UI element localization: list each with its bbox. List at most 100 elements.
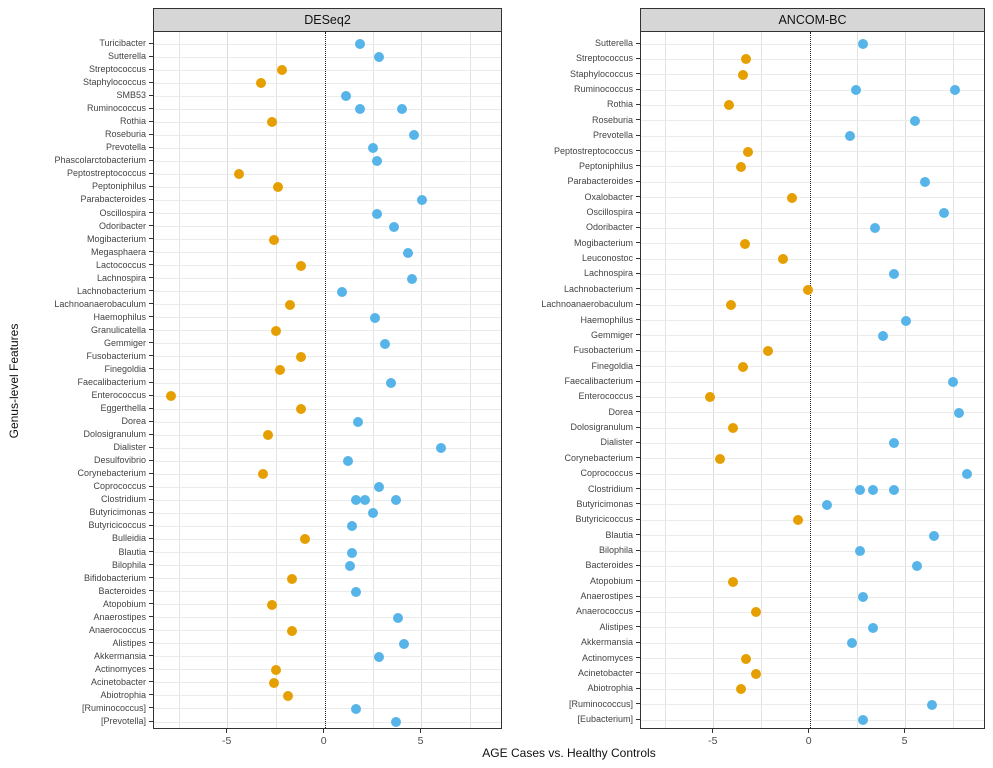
h-gridline [154,56,501,58]
y-tick [636,626,640,628]
data-point [385,378,396,388]
x-tick [226,729,228,733]
h-gridline [154,721,501,723]
y-tick-label: Blautia [605,529,633,540]
h-gridline [154,630,501,632]
h-gridline [641,335,984,337]
h-gridline [641,197,984,199]
h-gridline [154,565,501,567]
y-tick-label: Coprococcus [93,481,146,492]
zero-reference-line [324,32,326,728]
y-tick [636,411,640,413]
data-point [910,115,921,126]
h-gridline [154,186,501,188]
x-tick-label: 5 [901,735,908,747]
y-tick [636,703,640,705]
h-gridline [641,688,984,690]
y-tick-label: Rothia [119,116,146,127]
y-tick [149,433,153,435]
y-tick-label: Bilophila [598,545,633,555]
data-point [877,330,888,341]
y-tick-label: Abiotrophia [587,683,633,694]
h-gridline [154,395,501,397]
x-tick-label: -5 [708,735,718,747]
y-tick [636,119,640,121]
y-tick [636,687,640,689]
h-gridline [154,356,501,358]
y-tick [149,94,153,96]
data-point [435,443,446,454]
y-tick-label: Gemmiger [590,329,633,340]
y-tick-label: Lachnoanaerobaculum [54,298,146,309]
data-point [737,69,748,80]
y-tick-label: [Prevotella] [100,716,146,726]
h-gridline [641,581,984,583]
data-point [912,561,922,572]
y-tick [636,196,640,198]
y-tick-label: Lactococcus [95,259,146,270]
h-gridline [641,442,984,444]
y-tick-label: Parabacteroides [80,194,146,205]
data-point [350,495,361,506]
data-point [296,404,307,415]
y-tick-label: Roseburia [591,114,633,125]
y-tick-label: Eggerthella [100,403,146,414]
y-tick-label: Anaerococcus [575,606,633,617]
data-point [751,668,761,679]
y-tick [149,577,153,579]
y-tick-label: Odoribacter [585,222,633,233]
y-tick [149,629,153,631]
y-tick-label: Megasphaera [90,246,146,257]
y-tick-label: Ruminococcus [573,84,633,95]
h-gridline [154,552,501,553]
y-tick [149,355,153,357]
panel-deseq2 [153,31,502,729]
y-tick-label: Peptostreptococcus [66,168,146,179]
y-tick [149,303,153,305]
y-tick-label: Actinomyces [94,663,146,674]
y-tick [149,251,153,253]
h-gridline [641,320,984,322]
y-tick [149,316,153,318]
y-tick-label: Roseburia [104,129,146,140]
data-point [927,699,938,710]
data-point [373,52,384,63]
h-gridline [154,291,501,293]
y-tick [636,534,640,536]
y-tick [149,420,153,422]
data-point [342,456,353,467]
data-point [900,315,911,326]
y-tick [149,225,153,227]
data-point [408,130,419,141]
h-gridline [641,151,984,153]
x-tick [420,729,422,733]
y-tick-label: Dolosigranulum [83,429,146,440]
data-point [751,607,761,618]
h-gridline [641,366,984,368]
h-gridline [641,535,984,537]
y-tick-label: Atopobium [102,598,146,609]
y-tick [636,549,640,551]
y-tick-label: Staphylococcus [569,68,633,79]
h-gridline [641,489,984,491]
h-gridline [154,265,501,267]
y-tick [149,81,153,83]
h-gridline [154,43,501,45]
h-gridline [154,408,501,410]
y-tick [149,603,153,605]
h-gridline [641,427,984,429]
data-point [889,438,899,449]
h-gridline [154,147,501,149]
data-point [858,715,869,725]
h-gridline [641,519,984,521]
y-tick [149,55,153,57]
data-point [275,364,286,375]
y-tick [149,407,153,409]
x-tick [904,729,905,733]
h-gridline [641,304,984,306]
y-tick [636,457,640,459]
data-point [352,417,363,428]
y-tick-label: Dorea [121,416,146,427]
y-tick [149,616,153,618]
y-tick-label: Dorea [608,406,633,417]
